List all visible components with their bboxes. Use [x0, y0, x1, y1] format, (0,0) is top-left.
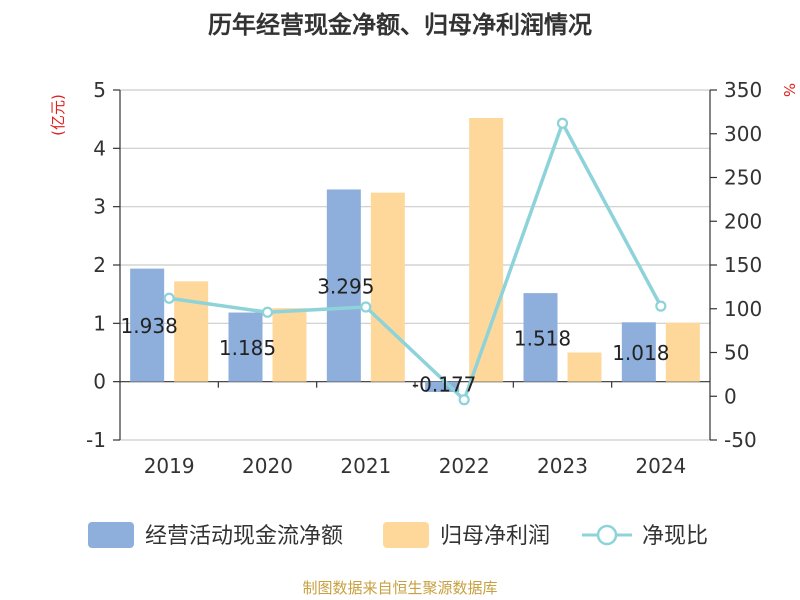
right-axis-ticks: -50 0 50 100 150 200 250 300 350 [710, 78, 762, 452]
ratio-point [261, 306, 274, 318]
left-tick-label: 3 [93, 195, 106, 219]
x-tick-label: 2019 [144, 454, 195, 478]
ratio-point [458, 394, 470, 406]
right-tick-label: 50 [724, 341, 749, 365]
data-labels: 1.938 1.185 3.295 -0.177 1.518 1.018 [121, 275, 670, 397]
cash-flow-value-label: -0.177 [412, 373, 476, 397]
x-tick-label: 2023 [537, 454, 588, 478]
left-tick-label: 2 [93, 253, 106, 277]
grid-lines [120, 89, 710, 441]
x-tick-label: 2024 [635, 454, 686, 478]
left-tick-label: 0 [93, 370, 106, 394]
ratio-point [655, 300, 667, 312]
x-tick-label: 2020 [242, 454, 293, 478]
ratio-point [360, 301, 372, 313]
bar-net-profit [665, 322, 700, 382]
left-tick-label: 1 [93, 311, 106, 335]
legend-marker-ratio [596, 524, 618, 546]
bar-net-profit [174, 281, 209, 382]
bar-net-profit [272, 308, 307, 382]
left-tick-label: 5 [93, 78, 106, 102]
bar-cash-flow [621, 322, 656, 382]
x-tick-label: 2021 [340, 454, 391, 478]
legend-label-cash-flow: 经营活动现金流净额 [145, 524, 343, 549]
bar-cash-flow [130, 268, 165, 382]
left-axis-unit: (亿元) [49, 94, 67, 136]
ratio-point [556, 117, 569, 129]
ratio-point [163, 292, 175, 304]
cash-flow-value-label: 1.518 [514, 326, 571, 350]
legend-label-net-profit: 归母净利润 [440, 524, 550, 549]
cash-flow-value-label: 1.018 [612, 341, 669, 365]
legend-swatch-cash-flow [88, 522, 134, 548]
ratio-line [163, 117, 667, 406]
right-axis-unit: % [780, 83, 798, 97]
right-tick-label: 350 [724, 78, 762, 102]
ratio-line-path [168, 121, 663, 402]
bar-net-profit [567, 352, 602, 382]
cash-flow-value-label: 3.295 [317, 275, 374, 299]
x-tick-label: 2022 [439, 454, 490, 478]
right-tick-label: 150 [724, 253, 762, 277]
cash-flow-value-label: 1.185 [219, 336, 276, 360]
bar-cash-flow [523, 293, 558, 382]
left-tick-label: 4 [93, 136, 106, 160]
bar-cash-flow [228, 312, 263, 382]
right-tick-label: 100 [724, 297, 762, 321]
legend-item-net-profit[interactable]: 归母净利润 [383, 522, 550, 549]
legend: 经营活动现金流净额 归母净利润 净现比 [88, 522, 708, 549]
chart-title: 历年经营现金净额、归母净利润情况 [208, 11, 592, 39]
cash-flow-value-label: 1.938 [121, 314, 178, 338]
legend-item-cash-flow[interactable]: 经营活动现金流净额 [88, 522, 343, 549]
bar-cash-flow [425, 381, 460, 392]
bar-net-profit [370, 192, 405, 382]
left-tick-label: -1 [86, 428, 106, 452]
x-axis-ticks: 2019 2020 2021 2022 2023 2024 [144, 381, 686, 478]
right-tick-label: 0 [724, 384, 737, 408]
right-tick-label: 300 [724, 122, 762, 146]
legend-item-ratio[interactable]: 净现比 [582, 524, 708, 549]
left-axis-ticks: -1 0 1 2 3 4 5 [86, 78, 120, 452]
source-note: 制图数据来自恒生聚源数据库 [302, 579, 497, 597]
right-tick-label: 200 [724, 209, 762, 233]
right-tick-label: -50 [724, 428, 757, 452]
bar-cash-flow [326, 189, 361, 382]
legend-swatch-net-profit [383, 522, 429, 548]
legend-label-ratio: 净现比 [642, 524, 708, 549]
right-tick-label: 250 [724, 166, 762, 190]
